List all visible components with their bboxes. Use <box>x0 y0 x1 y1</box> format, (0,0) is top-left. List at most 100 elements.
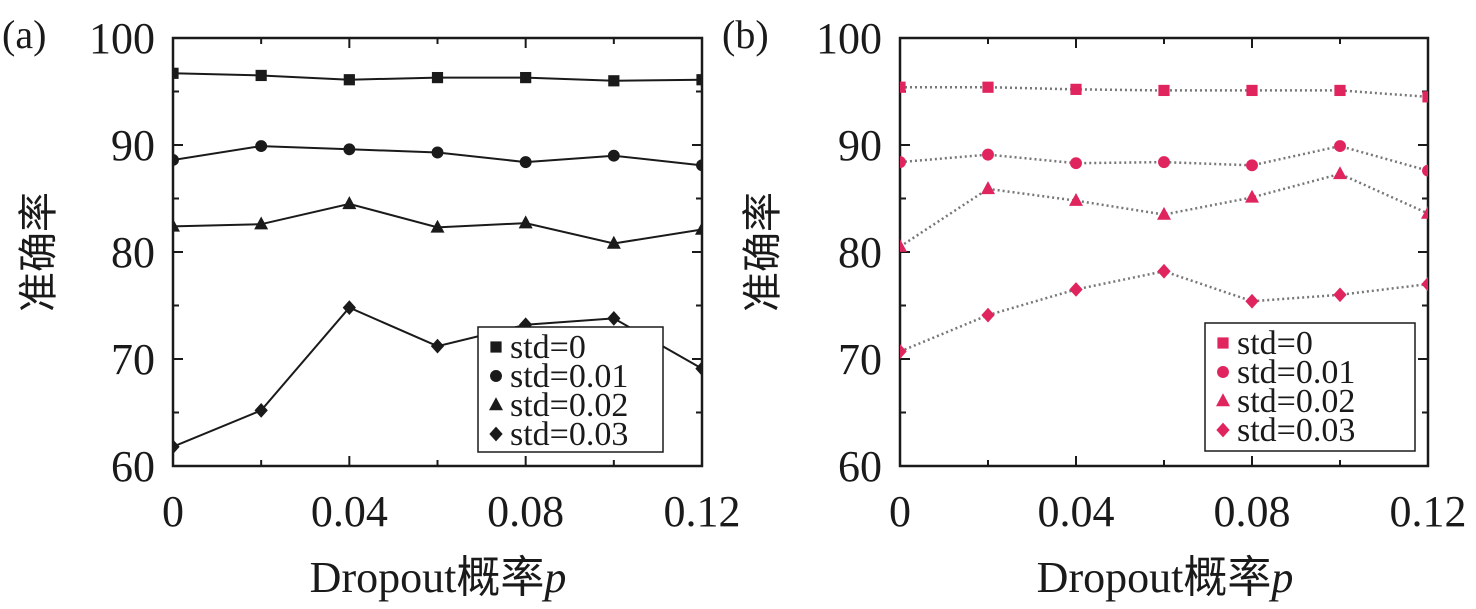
data-point <box>173 154 179 166</box>
data-point <box>900 81 906 93</box>
y-tick-label: 90 <box>111 121 155 170</box>
data-point <box>606 235 621 249</box>
y-tick-label: 80 <box>111 228 155 277</box>
x-tick-label: 0.12 <box>664 487 741 536</box>
y-tick-label: 70 <box>838 335 882 384</box>
series-0 <box>173 67 702 87</box>
legend-marker <box>1217 366 1229 378</box>
data-point <box>1245 293 1259 309</box>
chart-panel-b: (b) 60 70 80 90 100 0 0.04 0.08 0.12 Dropout概率p 准确率… <box>722 12 1467 602</box>
data-point <box>1157 263 1171 279</box>
legend-marker <box>1216 422 1230 438</box>
data-point <box>696 74 702 86</box>
y-tick-label: 100 <box>89 14 155 63</box>
data-point <box>520 71 532 84</box>
data-point <box>518 215 533 229</box>
data-point <box>1157 206 1171 220</box>
legend-label: std=0.01 <box>1237 354 1355 391</box>
data-point <box>431 71 444 84</box>
data-point <box>1158 156 1170 169</box>
legend-box <box>477 326 664 453</box>
data-point <box>1334 84 1346 97</box>
data-point <box>254 403 268 418</box>
panel-label: (b) <box>722 12 769 57</box>
series-2 <box>900 166 1428 252</box>
data-point <box>430 338 445 354</box>
data-point <box>1422 164 1428 177</box>
data-point <box>981 307 995 323</box>
data-point <box>519 156 532 169</box>
data-point <box>1246 159 1258 172</box>
y-tick-label: 90 <box>838 121 882 170</box>
data-point <box>1070 83 1082 95</box>
data-point <box>696 159 702 172</box>
series-2 <box>173 196 702 249</box>
data-point <box>1245 189 1259 203</box>
y-tick-label: 60 <box>838 442 882 491</box>
data-point <box>255 69 267 82</box>
x-tick-label: 0.12 <box>1390 487 1467 536</box>
data-point <box>900 156 906 169</box>
x-tick-label: 0.04 <box>311 487 388 536</box>
data-point <box>173 439 180 455</box>
y-tick-label: 100 <box>816 14 882 63</box>
data-point <box>695 221 702 235</box>
data-point <box>695 361 702 376</box>
legend-label: std=0 <box>1237 325 1313 362</box>
data-point <box>900 344 907 359</box>
data-point <box>608 75 620 87</box>
data-point <box>1333 287 1347 303</box>
data-point <box>981 181 995 195</box>
data-point <box>342 300 356 315</box>
legend-marker <box>1217 337 1229 349</box>
x-axis-title: Dropout概率p <box>310 553 567 602</box>
data-point <box>343 143 356 156</box>
data-point <box>900 238 907 252</box>
legend-label: std=0.02 <box>1237 383 1355 420</box>
y-tick-label: 60 <box>111 442 155 491</box>
series-3 <box>900 263 1428 359</box>
data-point <box>1158 84 1170 97</box>
x-tick-label: 0 <box>162 487 184 536</box>
data-point <box>430 219 445 233</box>
data-point <box>1070 157 1082 170</box>
data-point <box>255 140 268 153</box>
data-point <box>1421 205 1428 219</box>
data-point <box>1069 192 1083 206</box>
data-point <box>173 218 180 232</box>
data-point <box>1334 140 1346 153</box>
data-point <box>342 196 357 210</box>
data-point <box>607 149 620 162</box>
legend-label: std=0.01 <box>510 358 628 395</box>
legend-box <box>1204 322 1416 452</box>
chart-panel-a: (a) 60 70 80 90 100 0 0.04 0.08 0.12 Dropout概率p 准确率… <box>2 12 741 602</box>
y-tick-label: 70 <box>111 335 155 384</box>
data-point <box>173 67 179 79</box>
data-point <box>982 81 994 93</box>
data-point <box>1422 91 1428 103</box>
data-point <box>1333 166 1347 180</box>
legend-label: std=0.03 <box>1237 412 1355 449</box>
x-tick-label: 0.08 <box>487 487 564 536</box>
y-tick-label: 80 <box>838 228 882 277</box>
legend-marker <box>490 341 502 353</box>
y-axis-title: 准确率 <box>740 192 786 312</box>
series-0 <box>900 81 1428 103</box>
legend-marker <box>1216 393 1230 407</box>
series-1 <box>900 140 1428 177</box>
data-point <box>1246 84 1258 97</box>
legend-label: std=0.03 <box>510 416 628 453</box>
data-point <box>343 74 355 86</box>
x-tick-label: 0.08 <box>1214 487 1291 536</box>
y-axis-title: 准确率 <box>16 192 62 312</box>
legend-label: std=0 <box>510 329 586 366</box>
x-axis-title: Dropout概率p <box>1037 553 1294 602</box>
series-1 <box>173 140 702 172</box>
x-tick-label: 0.04 <box>1038 487 1115 536</box>
panel-label: (a) <box>2 12 46 57</box>
legend-label: std=0.02 <box>510 387 628 424</box>
data-point <box>431 146 444 159</box>
legend-marker <box>489 426 503 442</box>
